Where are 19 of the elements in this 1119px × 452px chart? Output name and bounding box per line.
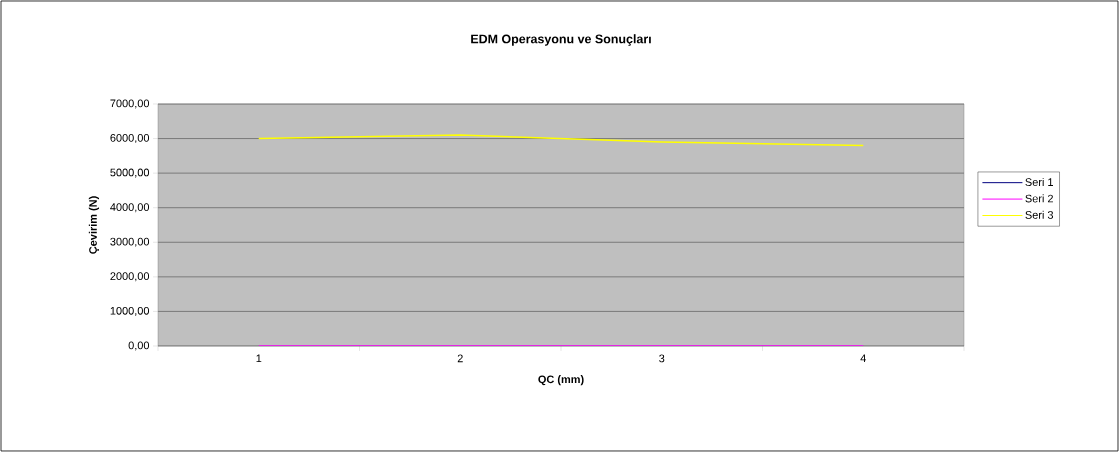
x-tick-label: 4 <box>860 354 866 363</box>
y-axis-title: Çevirim (N) <box>88 196 100 254</box>
x-tick-label: 1 <box>256 354 262 363</box>
x-tick-label: 3 <box>659 354 665 363</box>
y-tick-label: 2000,00 <box>110 272 150 282</box>
line-series <box>258 134 865 147</box>
x-axis-title: QC (mm) <box>538 375 584 386</box>
y-tick-label: 7000,00 <box>110 99 150 109</box>
legend-label: Seri 1 <box>1025 177 1053 186</box>
y-tick-label: 3000,00 <box>110 237 150 247</box>
y-tick-label: 1000,00 <box>110 306 150 316</box>
y-tick-label: 5000,00 <box>110 168 150 178</box>
y-tick-label: 4000,00 <box>110 203 150 213</box>
y-tick-label: 0,00 <box>128 341 150 351</box>
legend-label: Seri 2 <box>1025 194 1053 203</box>
legend-label: Seri 3 <box>1025 210 1054 219</box>
y-tick-label: 6000,00 <box>110 134 150 144</box>
chart-title: EDM Operasyonu ve Sonuçları <box>471 34 651 46</box>
x-tick-label: 2 <box>457 354 463 363</box>
